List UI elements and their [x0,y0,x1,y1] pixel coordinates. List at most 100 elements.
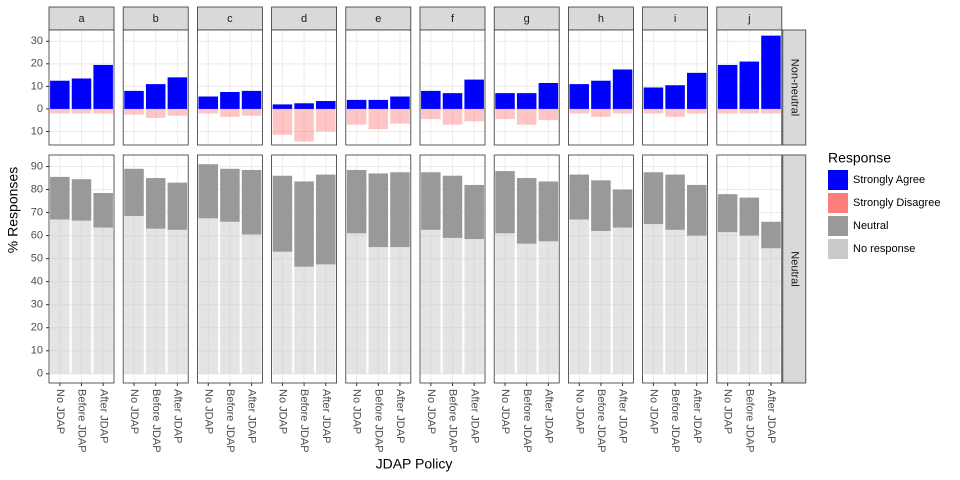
bar [761,108,781,114]
facet-label: j [747,13,750,25]
facet-label: f [451,13,455,25]
y-tick-label: 0 [37,103,43,115]
bar [591,231,611,374]
y-tick-label: 20 [31,58,43,70]
y-axis-title: % Responses [5,167,21,253]
x-tick-label: Before JDAP [447,389,459,453]
bar [665,85,685,109]
bar [198,108,218,114]
bar [612,227,633,374]
bar [717,194,738,233]
bar [739,235,760,374]
bar [717,64,738,109]
panel-border [48,29,115,146]
bar [538,108,559,121]
row-label: Non-neutral [788,59,800,116]
bar [612,189,633,228]
bar [71,78,92,109]
y-tick-label: 50 [31,253,43,265]
bar [272,251,293,374]
legend-label: Neutral [853,220,888,232]
bar [346,233,367,374]
bar [569,219,589,374]
bar [442,237,463,374]
row-label: Neutral [788,251,800,286]
x-tick-label: No JDAP [648,389,660,434]
legend-title: Response [828,150,891,166]
bar [687,235,707,374]
bar [442,175,463,238]
facet-label: e [375,13,381,25]
x-tick-label: After JDAP [542,389,554,443]
bar [50,219,70,374]
facet-label: d [301,13,307,25]
bar [294,103,314,109]
x-tick-label: Before JDAP [150,389,162,453]
bar [93,227,113,374]
legend-label: Strongly Agree [853,174,925,186]
bar [421,229,441,374]
bar [665,108,685,117]
bar [145,228,166,374]
bar [50,176,70,220]
bar [421,172,441,230]
x-tick-label: No JDAP [128,389,140,434]
bar [495,171,515,234]
bar [346,99,367,109]
x-tick-label: Before JDAP [669,389,681,453]
x-tick-label: Before JDAP [372,389,384,453]
bar [294,108,314,142]
bar [464,79,484,109]
bar [198,218,218,374]
bar [643,108,664,114]
panel-border [419,29,486,146]
bar [390,247,410,374]
bar [687,72,707,109]
bar [71,220,92,374]
legend-key [828,193,848,213]
x-tick-label: No JDAP [499,389,511,434]
bar [167,108,188,116]
x-tick-label: Before JDAP [224,389,236,453]
x-tick-label: No JDAP [277,389,289,434]
panel-border [196,29,263,146]
bar [612,108,633,114]
facet-label: h [598,13,604,25]
bar [368,247,389,374]
bar [591,180,611,231]
bar [390,172,410,248]
bar [294,181,314,267]
bar [368,99,389,109]
bar [495,233,515,374]
panel-border [122,29,189,146]
bar [390,108,410,124]
bar [368,173,389,248]
x-tick-label: After JDAP [171,389,183,443]
legend-key [828,239,848,259]
panel-border [642,29,708,146]
bar [538,241,559,374]
bar [569,174,589,220]
bar [739,61,760,109]
legend-key [828,216,848,236]
bar [495,93,515,109]
bar [93,193,113,228]
bar [241,108,262,116]
bar [442,108,463,125]
bar [316,108,336,132]
bar [241,169,262,235]
facet-label: i [674,13,676,25]
panel-border [568,29,634,146]
bar [316,174,336,265]
x-tick-label: No JDAP [722,389,734,434]
bar [346,169,367,234]
bar [421,108,441,120]
bar [569,84,589,109]
bar [272,108,293,135]
bar [220,108,240,117]
bar [739,197,760,236]
bar [665,174,685,230]
bar [167,182,188,230]
x-tick-label: No JDAP [351,389,363,434]
bar [198,96,218,109]
